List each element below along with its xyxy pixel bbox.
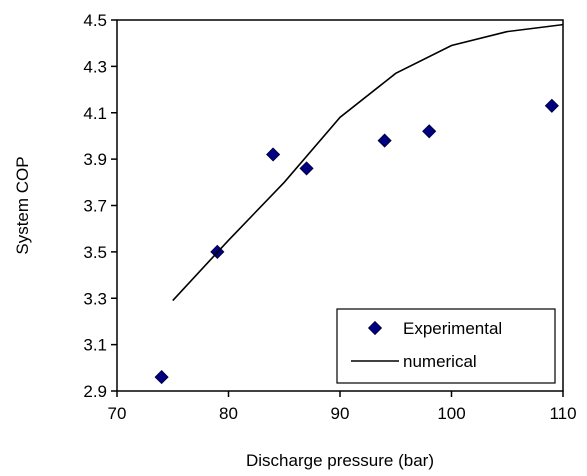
y-tick-label: 4.3	[83, 57, 107, 76]
data-point-experimental	[299, 161, 314, 176]
x-tick-label: 90	[331, 404, 350, 423]
y-tick-label: 2.9	[83, 382, 107, 401]
data-point-experimental	[154, 370, 169, 385]
series-layer	[154, 23, 564, 385]
y-tick-label: 3.1	[83, 336, 107, 355]
y-tick-label: 3.3	[83, 289, 107, 308]
x-tick-label: 110	[549, 404, 576, 423]
legend-swatch-experimental	[367, 320, 383, 336]
y-tick-label: 3.5	[83, 243, 107, 262]
data-point-experimental	[377, 133, 392, 148]
data-point-experimental	[544, 98, 559, 113]
legend-label: Experimental	[403, 319, 502, 338]
x-axis-label: Discharge pressure (bar)	[246, 451, 434, 470]
y-axis-label: System COP	[13, 156, 32, 254]
axis-ticks: 70 80 90 100 110 2.9 3.1 3.3 3.5 3.7 3.9 4.1 4.3 4.5	[83, 11, 576, 423]
x-tick-label: 100	[437, 404, 465, 423]
y-tick-label: 3.7	[83, 197, 107, 216]
legend: Experimental numerical	[336, 308, 556, 384]
y-tick-label: 3.9	[83, 150, 107, 169]
x-tick-label: 70	[108, 404, 127, 423]
y-tick-label: 4.1	[83, 104, 107, 123]
x-tick-label: 80	[219, 404, 238, 423]
y-tick-label: 4.5	[83, 11, 107, 30]
data-point-experimental	[266, 147, 281, 162]
legend-label: numerical	[403, 352, 477, 371]
series-line-numerical	[172, 23, 564, 302]
data-point-experimental	[422, 124, 437, 139]
legend-box	[336, 308, 556, 384]
